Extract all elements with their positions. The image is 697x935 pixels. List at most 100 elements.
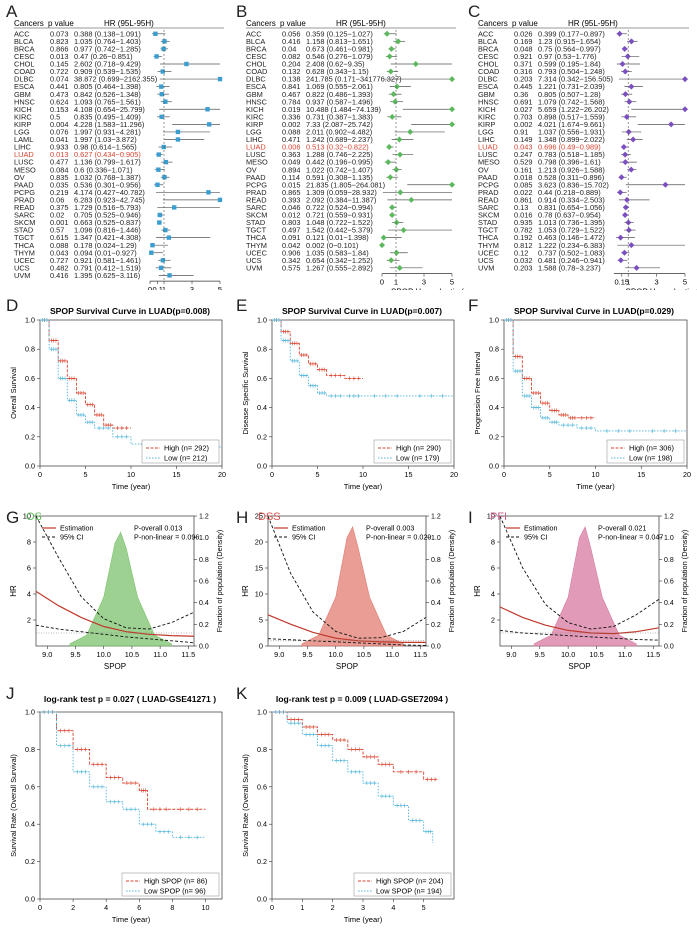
forest-point (621, 45, 628, 52)
forest-cancer-label: BLCA (478, 37, 497, 46)
rcs-plot-pfi: 2 4 6 8 10 0.0 0.2 0.4 0.6 0.8 1.0 1.2 9.0 9.5 10.0 10.… (473, 511, 689, 671)
km-censor-mark (402, 803, 407, 808)
km-censor-mark (322, 391, 327, 395)
km-censor-mark (292, 721, 297, 726)
km-censor-mark (368, 754, 373, 759)
forest-cancer-label: UCEC (478, 248, 500, 257)
forest-hr-text: 1.093 (0.765−1.561) (74, 97, 141, 106)
km-x-axis-title: Time (year) (344, 915, 383, 924)
km-censor-mark (164, 807, 169, 812)
forest-hr-text: 1.035 (0.583−1.84) (306, 248, 369, 257)
rcs-estimate-line (499, 606, 660, 635)
forest-point (617, 257, 624, 264)
forest-cancer-label: GBM (246, 90, 263, 99)
forest-cancer-label: MESO (478, 158, 500, 167)
km-legend-label: Low SPOP (n= 96) (144, 887, 206, 896)
km-censor-mark (81, 412, 86, 417)
forest-hr-text: 0.002 (0−0.101) (306, 241, 358, 250)
forest-cancer-label: KIRP (14, 120, 31, 129)
km-censor-mark (395, 393, 400, 398)
forest-point (623, 196, 630, 203)
km-censor-mark (372, 754, 377, 759)
forest-pvalue: 0.782 (514, 226, 533, 235)
forest-hr-text: 0.831 (0.654−1.056) (538, 203, 605, 212)
forest-pvalue: 0.722 (50, 67, 69, 76)
forest-hr-text: 0.898 (0.517−1.559) (538, 112, 605, 121)
forest-cancer-label: KIRC (246, 112, 264, 121)
km-censor-mark (53, 338, 58, 343)
km-censor-mark (334, 758, 339, 763)
km-x-axis-title: Time (year) (112, 915, 151, 924)
forest-pvalue: 0.026 (514, 29, 533, 38)
km-legend-label: High (n= 290) (396, 444, 441, 453)
rcs-ci-upper-line (499, 515, 660, 630)
forest-point (163, 159, 169, 165)
forest-cancer-label: CESC (478, 52, 499, 61)
forest-cancer-label: KICH (14, 105, 32, 114)
km-censor-mark (338, 393, 343, 398)
forest-cancer-label: THCA (478, 233, 498, 242)
forest-point (616, 30, 623, 37)
km-x-tick-label: 5 (548, 470, 552, 479)
km-censor-mark (545, 401, 550, 406)
forest-pvalue: 0.615 (50, 233, 69, 242)
km-censor-mark (584, 426, 589, 431)
km-curve-low (272, 319, 454, 397)
km-censor-mark (166, 829, 171, 834)
forest-point (622, 68, 629, 75)
forest-cancer-label: ACC (478, 29, 494, 38)
rcs-x-tick-label: 11.0 (618, 650, 632, 659)
forest-hr-text: 0.44 (0.218−0.889) (538, 188, 601, 197)
km-censor-mark (72, 376, 77, 381)
forest-cancer-label: UCS (246, 256, 262, 265)
rcs-y2-tick-label: 0.8 (199, 557, 209, 564)
km-y-tick-label: 0.4 (25, 820, 35, 829)
panel-label-b: B (236, 2, 248, 21)
panel-label-f: F (468, 296, 479, 315)
forest-point (449, 121, 455, 128)
km-legend-box (121, 872, 220, 897)
km-censor-mark (304, 353, 309, 358)
forest-hr-text: 1.048 (0.722−1.522) (306, 218, 373, 227)
km-censor-mark (329, 373, 334, 378)
forest-point (624, 53, 631, 60)
rcs-legend-label-ci: 95% CI (292, 533, 316, 542)
forest-pvalue: 0.056 (282, 29, 301, 38)
forest-hr-text: 1.022 (0.742−1.407) (306, 165, 373, 174)
km-censor-mark (364, 754, 369, 759)
km-censor-mark (554, 420, 559, 425)
forest-cancer-label: UCS (478, 256, 494, 265)
rcs-panel-pfi: I 2 4 6 8 10 0.0 0.2 0.4 0.6 0.8 1.0 1.2 9.0 9.5 10.0 1… (464, 506, 697, 678)
km-censor-mark (129, 807, 133, 812)
forest-point (400, 227, 407, 234)
km-censor-mark (322, 367, 327, 372)
km-censor-mark (116, 799, 121, 804)
km-censor-mark (588, 426, 593, 431)
forest-pvalue: 0.049 (282, 158, 301, 167)
km-censor-mark (157, 829, 162, 834)
forest-hr-text: 0.731 (0.387−1.383) (306, 112, 373, 121)
forest-pvalue: 0.013 (50, 52, 69, 61)
forest-point (395, 38, 402, 45)
forest-hr-text: 0.696 (0.49−0.989) (538, 143, 601, 152)
panel-label-e: E (236, 296, 248, 315)
forest-x-tick-label: 1 (162, 285, 166, 290)
rcs-y2-tick-label: 0.6 (431, 579, 441, 586)
forest-pvalue: 0.042 (282, 241, 301, 250)
km-censor-mark (157, 807, 162, 812)
km-y-tick-label: 0.0 (257, 462, 267, 471)
km-x-tick-label: 5 (316, 470, 320, 479)
forest-pvalue: 0.219 (50, 188, 69, 197)
forest-hr-text: 1.347 (0.421−4.308) (74, 233, 141, 242)
km-x-tick-label: 0 (270, 470, 274, 479)
km-y-tick-label: 1.0 (25, 316, 35, 325)
forest-cancer-label: THYM (478, 241, 499, 250)
km-censor-mark (368, 781, 373, 786)
rcs-x-tick-label: 11.5 (181, 650, 195, 659)
rcs-y-axis-title: HR (241, 585, 250, 597)
km-censor-mark (106, 426, 111, 431)
rcs-y2-tick-label: 0.4 (664, 600, 674, 607)
forest-pvalue: 0.204 (282, 60, 301, 69)
km-censor-mark (100, 784, 105, 789)
forest-header-hr: HR (95L-95H) (104, 19, 154, 28)
